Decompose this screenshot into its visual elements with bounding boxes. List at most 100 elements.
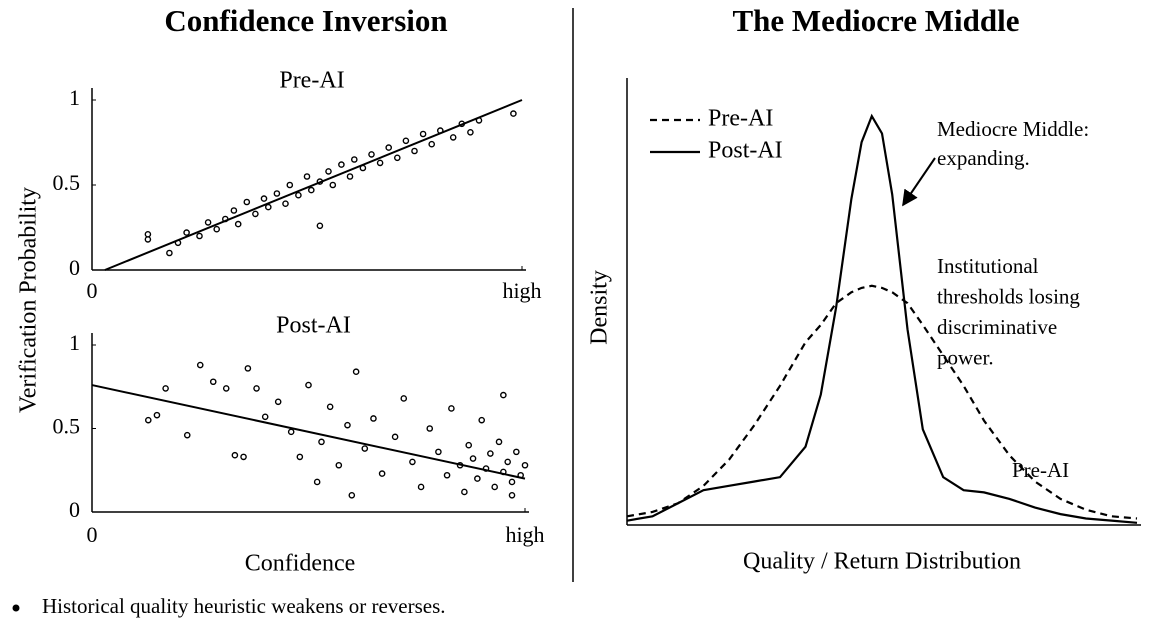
scatter-point: [495, 438, 503, 446]
scatter-point: [521, 461, 529, 469]
scatter-point: [491, 483, 498, 491]
scatter-point: [244, 365, 252, 372]
scatter-point: [435, 448, 442, 456]
scatter-point: [204, 219, 212, 226]
legend-label: Post-AI: [708, 138, 783, 164]
scatter-point: [504, 458, 511, 466]
x-axis-label: Confidence: [245, 551, 356, 577]
scatter-point: [313, 478, 321, 486]
scatter-point: [378, 470, 386, 477]
scatter-point: [252, 210, 259, 218]
x-tick-label: 0: [87, 522, 98, 547]
scatter-point: [417, 483, 425, 491]
scatter-point: [282, 200, 289, 207]
scatter-point: [234, 220, 242, 228]
legend-label: Pre-AI: [708, 106, 773, 132]
scatter-point: [318, 438, 325, 446]
scatter-point: [303, 173, 311, 180]
scatter-point: [286, 181, 294, 189]
scatter-point: [469, 455, 477, 462]
scatter-point: [153, 411, 161, 419]
scatter-point: [478, 416, 486, 424]
scatter-point: [144, 230, 152, 238]
scatter-point: [419, 130, 427, 138]
scatter-point: [402, 137, 410, 145]
y-tick-label: 0.5: [53, 170, 81, 195]
scatter-point: [487, 450, 494, 457]
chart-subtitle: Post-AI: [276, 313, 351, 339]
scatter-point: [391, 433, 399, 441]
x-axis-label: Quality / Return Distribution: [743, 549, 1021, 575]
x-tick-label: high: [502, 278, 541, 303]
scatter-point: [352, 368, 360, 376]
scatter-point: [350, 156, 358, 163]
y-axis-label: Density: [587, 270, 613, 345]
y-axis-label: Verification Probability: [16, 187, 42, 413]
scatter-point: [465, 441, 473, 449]
y-tick-label: 0: [69, 497, 80, 522]
annotation: Institutional: [937, 254, 1039, 278]
scatter-point: [253, 385, 260, 392]
scatter-point: [393, 154, 401, 162]
y-tick-label: 0.5: [53, 414, 81, 439]
annotation: expanding.: [937, 146, 1030, 170]
y-tick-label: 1: [69, 85, 80, 110]
scatter-point: [508, 478, 516, 486]
scatter-point: [325, 168, 332, 175]
scatter-point: [411, 147, 418, 155]
scatter-point: [222, 385, 230, 392]
scatter-point: [344, 421, 351, 429]
trend-line: [104, 99, 523, 271]
left-title: Confidence Inversion: [164, 3, 447, 38]
scatter-point: [428, 140, 436, 148]
scatter-point: [230, 207, 238, 214]
scatter-point: [231, 451, 239, 459]
scatter-point: [213, 225, 220, 233]
scatter-point: [448, 405, 455, 412]
scatter-point: [264, 203, 272, 211]
density-line: [626, 284, 1138, 520]
annotation: Pre-AI: [1012, 458, 1069, 482]
scatter-point: [508, 491, 516, 499]
annotation: discriminative: [937, 315, 1057, 339]
scatter-point: [287, 428, 295, 436]
scatter-point: [273, 190, 281, 197]
density-line: [626, 113, 1138, 524]
scatter-point: [368, 151, 375, 158]
y-tick-label: 1: [69, 330, 80, 355]
bullet-text: Historical quality heuristic weakens or …: [42, 594, 446, 618]
scatter-point: [162, 385, 169, 392]
scatter-point: [461, 488, 468, 496]
scatter-point: [240, 453, 247, 461]
scatter-point: [510, 110, 517, 117]
scatter-point: [295, 191, 302, 199]
scatter-point: [274, 398, 282, 406]
scatter-point: [500, 391, 507, 399]
scatter-point: [166, 249, 173, 257]
y-tick-label: 0: [69, 255, 80, 280]
scatter-point: [443, 471, 451, 479]
scatter-point: [370, 415, 377, 422]
scatter-point: [400, 395, 408, 402]
scatter-point: [376, 159, 384, 167]
scatter-point: [196, 361, 204, 369]
scatter-point: [243, 198, 251, 206]
scatter-point: [296, 453, 304, 461]
scatter-point: [467, 128, 474, 136]
scatter-point: [474, 475, 481, 482]
scatter-point: [307, 186, 315, 194]
scatter-point: [196, 232, 203, 240]
scatter-point: [361, 445, 369, 452]
scatter-point: [183, 431, 191, 439]
right-title: The Mediocre Middle: [733, 3, 1020, 38]
scatter-point: [513, 448, 520, 456]
scatter-point: [385, 144, 393, 151]
scatter-point: [346, 173, 354, 180]
scatter-point: [209, 378, 217, 386]
scatter-point: [261, 413, 269, 421]
annotation-arrow: [902, 157, 936, 207]
annotation: Mediocre Middle:: [937, 117, 1089, 141]
scatter-point: [449, 134, 457, 141]
scatter-point: [260, 195, 268, 202]
